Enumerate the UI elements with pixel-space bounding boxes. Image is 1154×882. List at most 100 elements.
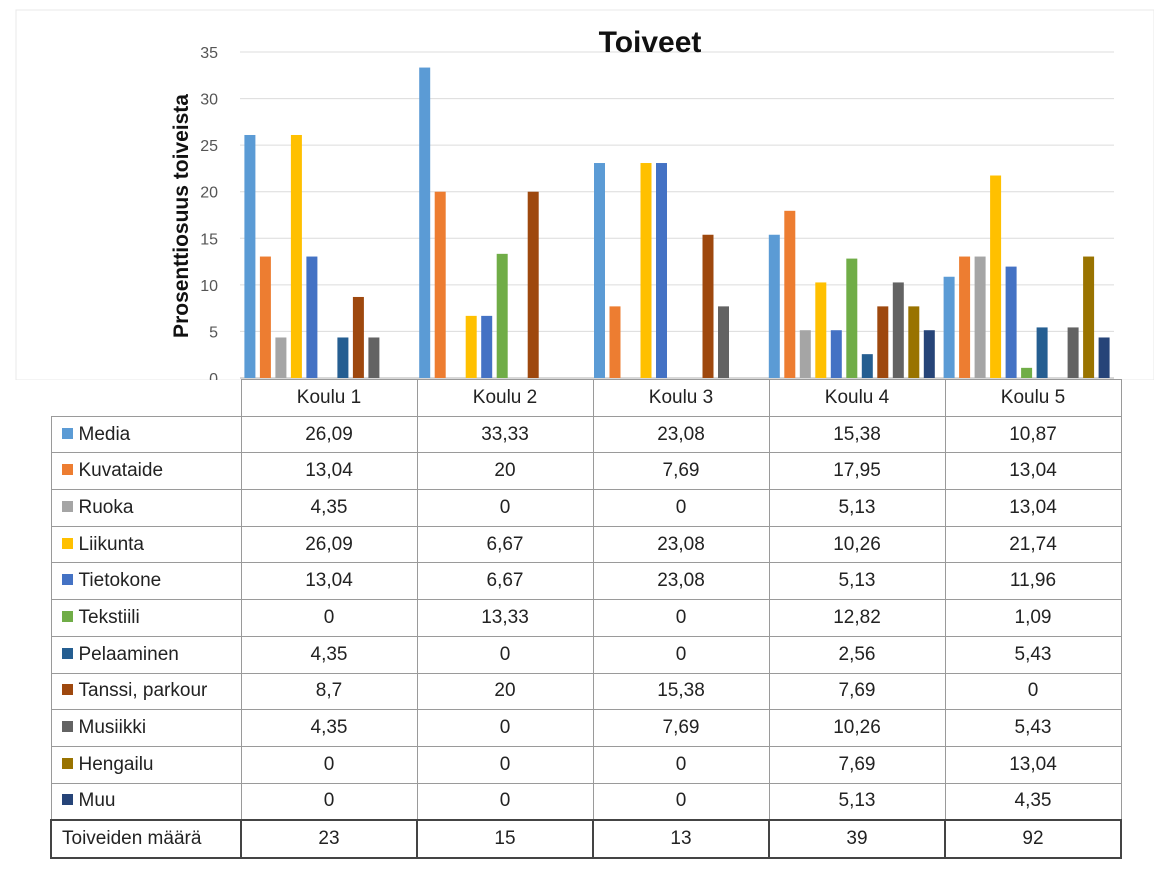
total-row: Toiveiden määrä 23 15 13 39 92 xyxy=(50,819,1122,859)
legend-swatch xyxy=(61,464,73,476)
data-value-cell: 10,26 xyxy=(768,709,946,747)
data-value-cell: 0 xyxy=(944,672,1122,711)
data-value-cell: 13,04 xyxy=(944,452,1122,491)
legend-swatch xyxy=(61,427,73,439)
bar-liikunta-4 xyxy=(815,282,827,378)
category-label: Koulu 2 xyxy=(416,379,594,417)
data-value-cell: 17,95 xyxy=(768,452,946,491)
bars xyxy=(244,67,1110,378)
data-value-cell: 7,69 xyxy=(592,709,770,747)
data-value-cell: 7,69 xyxy=(592,452,770,491)
series-name: Hengailu xyxy=(78,753,154,775)
bar-tietokone-1 xyxy=(306,256,318,378)
bar-musiikki-4 xyxy=(892,282,904,378)
bar-kuvataide-4 xyxy=(784,210,796,378)
table-row: Tanssi, parkour 8,7 20 15,38 7,69 0 xyxy=(50,672,1122,711)
series-label: Musiikki xyxy=(50,709,242,747)
data-value-cell: 12,82 xyxy=(768,599,946,637)
data-value-cell: 26,09 xyxy=(240,525,418,564)
bar-tietokone-5 xyxy=(1005,266,1017,378)
data-value-cell: 5,13 xyxy=(768,489,946,527)
data-value-cell: 4,35 xyxy=(944,782,1122,821)
data-value-cell: 13,04 xyxy=(240,452,418,491)
data-value-cell: 0 xyxy=(416,745,594,784)
data-value-cell: 15,38 xyxy=(768,415,946,454)
series-name: Tekstiili xyxy=(78,606,140,628)
data-value-cell: 13,04 xyxy=(944,745,1122,784)
data-value-cell: 6,67 xyxy=(416,562,594,601)
bar-liikunta-1 xyxy=(290,134,302,378)
data-value-cell: 26,09 xyxy=(240,415,418,454)
bar-media-5 xyxy=(943,276,955,378)
bar-media-4 xyxy=(768,234,780,378)
series-label: Ruoka xyxy=(50,489,242,527)
data-value-cell: 2,56 xyxy=(768,635,946,674)
series-label: Hengailu xyxy=(50,745,242,784)
data-value-cell: 1,09 xyxy=(944,599,1122,637)
series-name: Media xyxy=(78,423,131,445)
bar-liikunta-5 xyxy=(990,175,1002,378)
category-label: Koulu 3 xyxy=(592,379,770,417)
y-tick-label: 15 xyxy=(200,231,218,248)
data-value-cell: 10,87 xyxy=(944,415,1122,454)
legend-swatch xyxy=(61,610,73,622)
legend-swatch xyxy=(61,500,73,512)
bar-ruoka-1 xyxy=(275,337,287,378)
series-name: Pelaaminen xyxy=(78,643,179,665)
y-tick-label: 30 xyxy=(200,92,218,109)
data-value-cell: 0 xyxy=(416,489,594,527)
data-value-cell: 6,67 xyxy=(416,525,594,564)
data-value-cell: 23,08 xyxy=(592,415,770,454)
series-label: Pelaaminen xyxy=(50,635,242,674)
table-row: Pelaaminen 4,35 0 0 2,56 5,43 xyxy=(50,635,1122,674)
category-label: Koulu 1 xyxy=(240,379,418,417)
total-value-cell: 13 xyxy=(592,819,770,859)
data-value-cell: 10,26 xyxy=(768,525,946,564)
bar-tekstiili-2 xyxy=(496,253,508,378)
bar-kuvataide-2 xyxy=(434,191,446,378)
data-value-cell: 0 xyxy=(416,782,594,821)
y-tick-label: 5 xyxy=(209,324,218,341)
legend-swatch xyxy=(61,537,73,549)
y-tick-label: 25 xyxy=(200,138,218,155)
table-corner-cell xyxy=(51,380,241,417)
data-value-cell: 4,35 xyxy=(240,709,418,747)
data-value-cell: 0 xyxy=(592,489,770,527)
data-value-cell: 13,33 xyxy=(416,599,594,637)
data-value-cell: 20 xyxy=(416,672,594,711)
data-value-cell: 0 xyxy=(592,635,770,674)
category-label: Koulu 4 xyxy=(768,379,946,417)
table-header-row: Koulu 1 Koulu 2 Koulu 3 Koulu 4 Koulu 5 xyxy=(51,379,1122,417)
table-row: Musiikki 4,35 0 7,69 10,26 5,43 xyxy=(50,709,1122,747)
data-value-cell: 5,13 xyxy=(768,782,946,821)
category-label: Koulu 5 xyxy=(944,379,1122,417)
bar-liikunta-2 xyxy=(465,315,477,378)
table-row: Ruoka 4,35 0 0 5,13 13,04 xyxy=(50,489,1122,527)
bar-kuvataide-3 xyxy=(609,306,621,378)
bar-muu-4 xyxy=(923,330,935,378)
data-value-cell: 0 xyxy=(240,599,418,637)
legend-swatch xyxy=(61,757,73,769)
legend-swatch xyxy=(61,794,73,806)
table-row: Tekstiili 0 13,33 0 12,82 1,09 xyxy=(50,599,1122,637)
series-name: Tietokone xyxy=(78,570,162,592)
y-tick-label: 10 xyxy=(200,278,218,295)
bar-tekstiili-4 xyxy=(846,258,858,378)
data-table: Koulu 1 Koulu 2 Koulu 3 Koulu 4 Koulu 5 Media… xyxy=(50,379,1122,859)
bar-kuvataide-5 xyxy=(959,256,971,378)
data-value-cell: 13,04 xyxy=(240,562,418,601)
data-value-cell: 0 xyxy=(416,709,594,747)
series-label: Liikunta xyxy=(50,525,242,564)
table-row: Muu 0 0 0 5,13 4,35 xyxy=(50,782,1122,821)
bar-tietokone-4 xyxy=(830,330,842,378)
bar-tanssi-parkour-2 xyxy=(527,191,539,378)
total-value-cell: 23 xyxy=(240,819,418,859)
bar-tanssi-parkour-3 xyxy=(702,234,714,378)
series-label: Kuvataide xyxy=(50,452,242,491)
total-value-cell: 92 xyxy=(944,819,1122,859)
data-value-cell: 5,43 xyxy=(944,709,1122,747)
data-value-cell: 4,35 xyxy=(240,635,418,674)
data-value-cell: 7,69 xyxy=(768,672,946,711)
data-value-cell: 0 xyxy=(592,599,770,637)
bar-tanssi-parkour-4 xyxy=(877,306,889,378)
